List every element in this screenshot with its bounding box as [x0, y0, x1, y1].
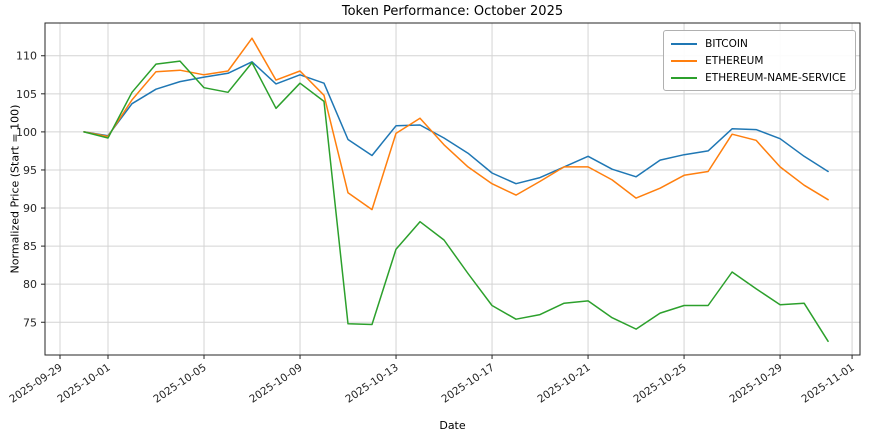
y-tick-label: 105 — [16, 88, 37, 101]
plot-border — [44, 22, 861, 356]
y-tick-label: 75 — [23, 316, 37, 329]
x-axis-label: Date — [439, 419, 466, 432]
y-tick-label: 100 — [16, 126, 37, 139]
legend-line-swatch-bitcoin — [671, 42, 698, 45]
x-tick-label: 2025-10-17 — [439, 362, 496, 406]
x-tick-label: 2025-10-05 — [151, 362, 208, 406]
legend-item-bitcoin: BITCOIN — [671, 35, 846, 52]
series-line-ethereum — [83, 37, 829, 211]
legend-label-ethereum-name-service: ETHEREUM-NAME-SERVICE — [705, 71, 846, 84]
legend-item-ethereum-name-service: ETHEREUM-NAME-SERVICE — [671, 69, 846, 86]
y-tick-label: 90 — [23, 202, 37, 215]
series-line-ethereum-name-service — [83, 60, 829, 343]
legend-label-bitcoin: BITCOIN — [705, 37, 748, 50]
x-tick-label: 2025-10-21 — [535, 362, 592, 406]
y-tick-label: 80 — [23, 278, 37, 291]
legend: BITCOIN ETHEREUM ETHEREUM-NAME-SERVICE — [663, 30, 856, 91]
legend-line-swatch-ethereum-name-service — [671, 76, 698, 79]
y-tick-label: 95 — [23, 164, 37, 177]
series-line-bitcoin — [83, 61, 829, 185]
x-tick-label: 2025-10-25 — [631, 362, 688, 406]
x-tick-label: 2025-10-13 — [343, 362, 400, 406]
y-tick-label: 110 — [16, 50, 37, 63]
x-tick-label: 2025-11-01 — [799, 362, 856, 406]
legend-label-ethereum: ETHEREUM — [705, 54, 764, 67]
chart-title: Token Performance: October 2025 — [341, 4, 564, 19]
x-tick-label: 2025-10-09 — [247, 362, 304, 406]
x-tick-label: 2025-10-29 — [727, 362, 784, 406]
x-tick-label: 2025-09-29 — [7, 362, 64, 406]
y-axis-label: Normalized Price (Start = 100) — [8, 104, 22, 274]
y-tick-label: 85 — [23, 240, 37, 253]
legend-line-swatch-ethereum — [671, 59, 698, 62]
legend-item-ethereum: ETHEREUM — [671, 52, 846, 69]
x-tick-label: 2025-10-01 — [55, 362, 112, 406]
